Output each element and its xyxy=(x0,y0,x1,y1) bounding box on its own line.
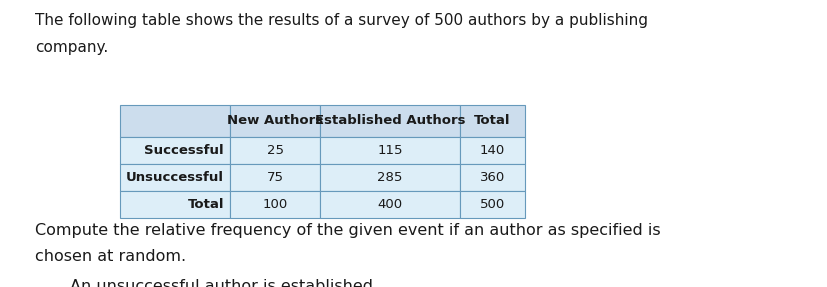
Bar xyxy=(319,191,460,218)
Bar xyxy=(120,137,230,164)
Text: company.: company. xyxy=(35,40,108,55)
Bar xyxy=(319,164,460,191)
Text: New Authors: New Authors xyxy=(227,115,323,127)
Text: 100: 100 xyxy=(262,198,287,211)
Bar xyxy=(460,105,524,137)
Bar xyxy=(230,105,319,137)
Text: 75: 75 xyxy=(266,171,283,184)
Bar xyxy=(319,137,460,164)
Bar xyxy=(460,191,524,218)
Text: Compute the relative frequency of the given event if an author as specified is: Compute the relative frequency of the gi… xyxy=(35,223,660,238)
Text: 115: 115 xyxy=(377,144,402,157)
Bar xyxy=(460,164,524,191)
Bar xyxy=(230,137,319,164)
Bar xyxy=(230,191,319,218)
Bar xyxy=(120,191,230,218)
Text: 360: 360 xyxy=(480,171,504,184)
Text: 140: 140 xyxy=(480,144,504,157)
Text: The following table shows the results of a survey of 500 authors by a publishing: The following table shows the results of… xyxy=(35,13,648,28)
Text: 500: 500 xyxy=(480,198,504,211)
Text: An unsuccessful author is established.: An unsuccessful author is established. xyxy=(70,279,378,287)
Text: 400: 400 xyxy=(377,198,402,211)
Text: Total: Total xyxy=(187,198,224,211)
Text: chosen at random.: chosen at random. xyxy=(35,249,186,264)
Text: Established Authors: Established Authors xyxy=(314,115,465,127)
Text: 285: 285 xyxy=(377,171,402,184)
Text: Unsuccessful: Unsuccessful xyxy=(126,171,224,184)
Bar xyxy=(120,105,230,137)
Text: 25: 25 xyxy=(266,144,283,157)
Text: Successful: Successful xyxy=(144,144,224,157)
Text: Total: Total xyxy=(474,115,510,127)
Bar xyxy=(319,105,460,137)
Bar xyxy=(120,164,230,191)
Bar xyxy=(230,164,319,191)
Bar xyxy=(460,137,524,164)
